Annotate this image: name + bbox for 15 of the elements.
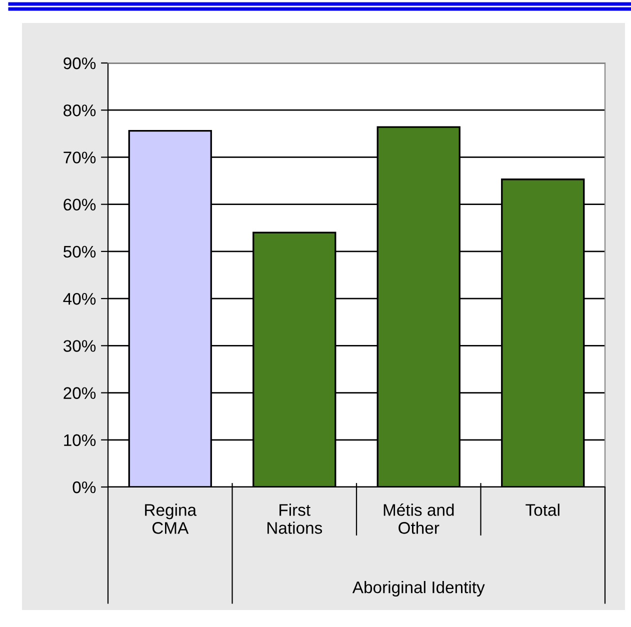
y-tick-label: 40% — [63, 292, 96, 305]
y-tick-label: 20% — [64, 387, 96, 399]
y-tick-label: 60% — [64, 198, 96, 211]
x-tick-label: Regina CMA — [145, 504, 197, 534]
y-tick-label: 50% — [64, 246, 96, 258]
y-tick-label: 0% — [72, 481, 96, 494]
y-tick-label: 30% — [63, 340, 96, 352]
y-tick-label: 80% — [64, 104, 96, 116]
y-tick-label: 10% — [64, 434, 96, 446]
x-tick-label: First Nations — [267, 504, 322, 534]
y-tick-label: 90% — [64, 57, 96, 70]
y-tick-label: 70% — [64, 152, 96, 164]
x-tick-label: Total — [526, 504, 560, 516]
x-tick-label: Métis and Other — [384, 503, 454, 534]
text: Aboriginal Identity — [352, 580, 485, 597]
